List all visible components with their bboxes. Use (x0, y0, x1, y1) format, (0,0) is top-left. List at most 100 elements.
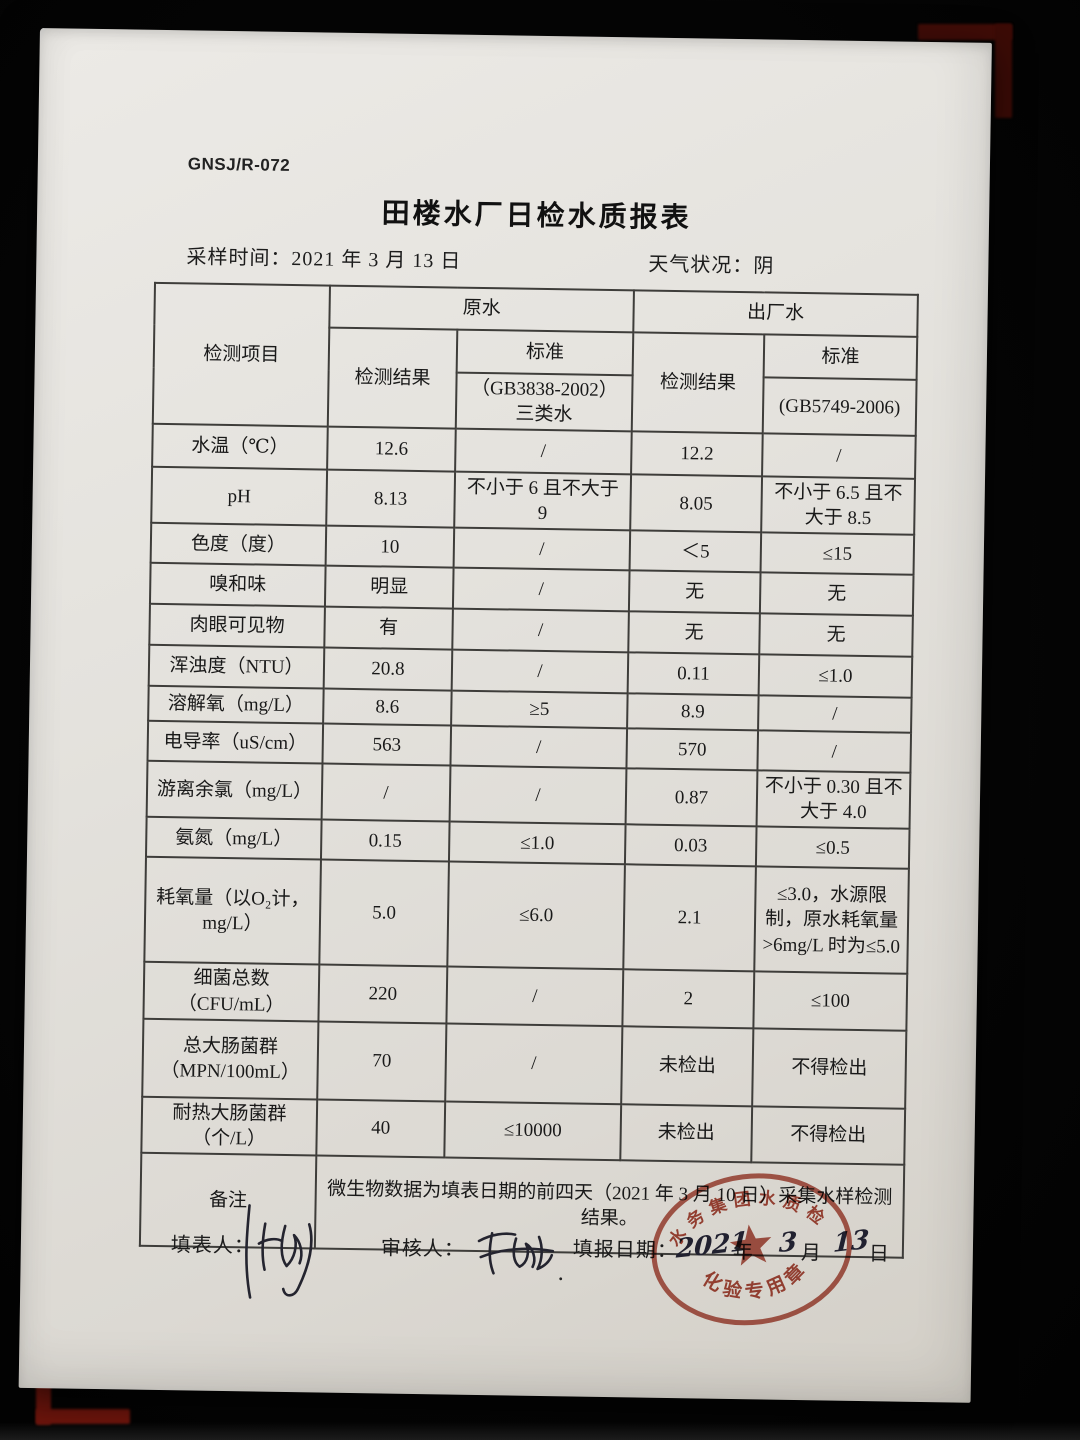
header-raw-result: 检测结果 (327, 327, 458, 429)
cell-raw-result: 明显 (324, 565, 454, 609)
seal-star-icon (729, 1224, 772, 1266)
cell-out-result: 0.87 (625, 768, 758, 827)
cell-out-standard: ≤3.0，水源限制，原水耗氧量>6mg/L 时为≤5.0 (754, 866, 909, 975)
cell-out-standard: ≤0.5 (755, 826, 910, 870)
cell-raw-result: 有 (324, 606, 453, 650)
cell-raw-standard: / (455, 428, 632, 475)
sampling-time: 采样时间：2021 年 3 月 13 日 (186, 240, 461, 273)
table-row: 耗氧量（以O₂计，mg/L） 5.0 ≤6.0 2.1 ≤3.0，水源限制，原水耗氧量>… (144, 857, 909, 975)
cell-raw-result: 563 (322, 723, 452, 766)
cell-out-standard: ≤1.0 (758, 654, 913, 699)
row-label: 细菌总数（CFU/mL） (143, 962, 320, 1022)
cell-out-result: 8.9 (627, 693, 759, 731)
cell-out-standard: / (762, 433, 916, 479)
form-code: GNSJ/R-072 (187, 154, 291, 175)
reviewer-signature (477, 1231, 555, 1275)
row-label: 溶解氧（mg/L） (148, 686, 324, 724)
raw-standard-code: （GB3838-2002） (470, 377, 618, 402)
header-finished-standard-code: (GB5749-2006) (762, 377, 917, 436)
seal-arc-bottom-text: 化验专用章 (696, 1254, 815, 1309)
row-label: 总大肠菌群（MPN/100mL） (142, 1018, 319, 1100)
cell-out-result: 8.05 (630, 474, 763, 533)
header-item-column: 检测项目 (152, 282, 330, 427)
header-finished-water: 出厂水 (633, 290, 918, 337)
cell-out-standard: 无 (759, 572, 914, 617)
cell-raw-standard: ≤10000 (444, 1101, 622, 1161)
row-label: 浑浊度（NTU） (148, 645, 325, 689)
row-label: 嗅和味 (149, 563, 326, 607)
cell-raw-standard: ≤6.0 (447, 861, 625, 970)
row-label: 游离余氯（mg/L） (146, 761, 323, 820)
cell-raw-standard: / (452, 608, 629, 653)
cell-out-standard: 无 (759, 613, 913, 658)
row-label: 水温（℃） (152, 423, 328, 470)
cell-raw-standard: / (452, 567, 630, 612)
cell-out-standard: 不得检出 (752, 1027, 907, 1109)
cell-out-result: 570 (626, 728, 759, 771)
cell-raw-standard: ≥5 (451, 690, 628, 729)
cell-raw-standard: / (453, 527, 631, 571)
cell-raw-result: 12.6 (327, 426, 456, 472)
weather-value: 阴 (753, 255, 775, 278)
cell-out-result: ＜5 (629, 530, 762, 573)
row-label: 肉眼可见物 (149, 604, 325, 648)
raw-standard-class: 三类水 (515, 403, 573, 426)
cell-out-standard: / (757, 730, 912, 774)
cell-raw-result: 5.0 (319, 859, 449, 967)
weather-label: 天气状况： (648, 253, 754, 278)
row-label: 耗氧量（以O₂计，mg/L） (144, 857, 321, 965)
cell-raw-result: 0.15 (320, 819, 450, 862)
red-seal-stamp: 水务集团水质检 化验专用章 (651, 1173, 852, 1326)
row-label: pH (151, 466, 328, 526)
cell-out-result: 2.1 (623, 864, 756, 972)
red-corner-mark-bottom-left-horizontal (36, 1409, 130, 1424)
cell-raw-result: 70 (317, 1021, 447, 1102)
cell-out-standard: ≤15 (760, 532, 915, 576)
weather-status: 天气状况：阴 (648, 248, 774, 279)
cell-raw-standard: ≤1.0 (448, 822, 626, 865)
cell-raw-result: 10 (325, 525, 455, 568)
cell-raw-standard: / (449, 765, 627, 825)
table-header-row-water-type: 检测项目 原水 出厂水 (152, 282, 918, 427)
header-finished-standard: 标准 (763, 334, 918, 380)
reviewer-label: 审核人： (380, 1237, 466, 1261)
cell-out-result: 0.11 (627, 652, 760, 696)
header-raw-water: 原水 (329, 285, 634, 333)
red-corner-mark-top-right-vertical (995, 24, 1012, 118)
cell-raw-standard: / (451, 649, 629, 694)
header-raw-standard: 标准 (456, 329, 634, 376)
header-finished-result: 检测结果 (631, 332, 765, 434)
cell-out-standard: / (758, 695, 912, 734)
cell-out-result: 无 (628, 570, 761, 614)
cell-out-result: 2 (622, 969, 755, 1028)
cell-out-standard: 不小于 6.5 且不大于 8.5 (761, 476, 916, 536)
sampling-time-label: 采样时间： (186, 246, 292, 270)
cell-raw-result: / (321, 763, 451, 823)
cell-out-result: 无 (628, 611, 760, 655)
seal-border-ellipse (651, 1173, 852, 1326)
cell-out-result: 0.03 (624, 824, 757, 867)
table-row: 总大肠菌群（MPN/100mL） 70/未检出 不得检出 (142, 1018, 907, 1109)
separator-mark: ． (556, 1264, 575, 1285)
report-paper-sheet: GNSJ/R-072 田楼水厂日检水质报表 采样时间：2021 年 3 月 13… (18, 28, 992, 1403)
cell-raw-standard: / (446, 966, 624, 1026)
header-raw-standard-code: （GB3838-2002） 三类水 (455, 372, 633, 432)
red-corner-mark-top-right-horizontal (918, 24, 1012, 40)
cell-out-result: 未检出 (621, 1025, 754, 1106)
cell-raw-result: 220 (318, 964, 448, 1024)
water-quality-table: 检测项目 原水 出厂水 检测结果 标准 检测结果 标准 （GB3838-2002… (139, 282, 919, 1259)
filler-signature (245, 1204, 313, 1299)
cell-raw-result: 8.6 (323, 688, 452, 726)
cell-raw-result: 40 (316, 1099, 446, 1158)
cell-out-standard: ≤100 (753, 971, 908, 1031)
report-info-line: 采样时间：2021 年 3 月 13 日 天气状况：阴 (37, 238, 989, 277)
cell-raw-result: 20.8 (323, 647, 453, 691)
cell-raw-standard: / (445, 1023, 623, 1104)
cell-out-standard: 不小于 0.30 且不大于 4.0 (756, 770, 911, 830)
row-label: 色度（度） (150, 523, 327, 566)
page-title: 田楼水厂日检水质报表 (381, 198, 692, 235)
cell-raw-standard: 不小于 6 且不大于 9 (454, 471, 632, 531)
day-suffix: 日 (868, 1243, 891, 1266)
row-label: 氨氮（mg/L） (145, 817, 322, 860)
